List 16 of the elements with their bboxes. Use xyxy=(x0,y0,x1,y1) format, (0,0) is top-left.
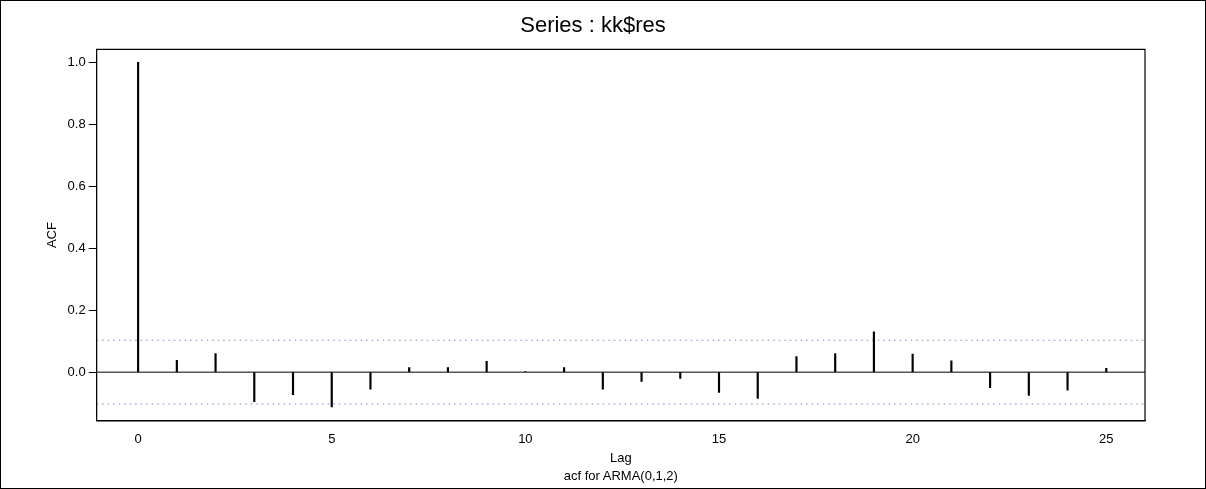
y-tick-label: 0.4 xyxy=(67,239,86,255)
y-tick-label: 0.2 xyxy=(67,301,86,317)
y-tick-label: 0.0 xyxy=(67,363,86,379)
x-axis-title: Lag xyxy=(609,449,632,465)
text: acf for ARMA(0,1,2) xyxy=(563,468,678,483)
x-tick-label: 10 xyxy=(518,431,533,447)
x-tick-label: 0 xyxy=(134,431,142,447)
y-tick-label: 0.6 xyxy=(67,177,86,193)
y-tick-label: 0.8 xyxy=(67,115,86,131)
y-tick-label: 1.0 xyxy=(67,53,86,69)
y-axis-title: ACF xyxy=(44,222,60,249)
x-tick-label: 5 xyxy=(328,431,336,447)
x-tick-label: 15 xyxy=(711,431,727,447)
x-tick-label: 25 xyxy=(1099,431,1114,447)
chart-title: Series : kk$res xyxy=(520,12,666,38)
x-tick-label: 20 xyxy=(905,431,920,447)
